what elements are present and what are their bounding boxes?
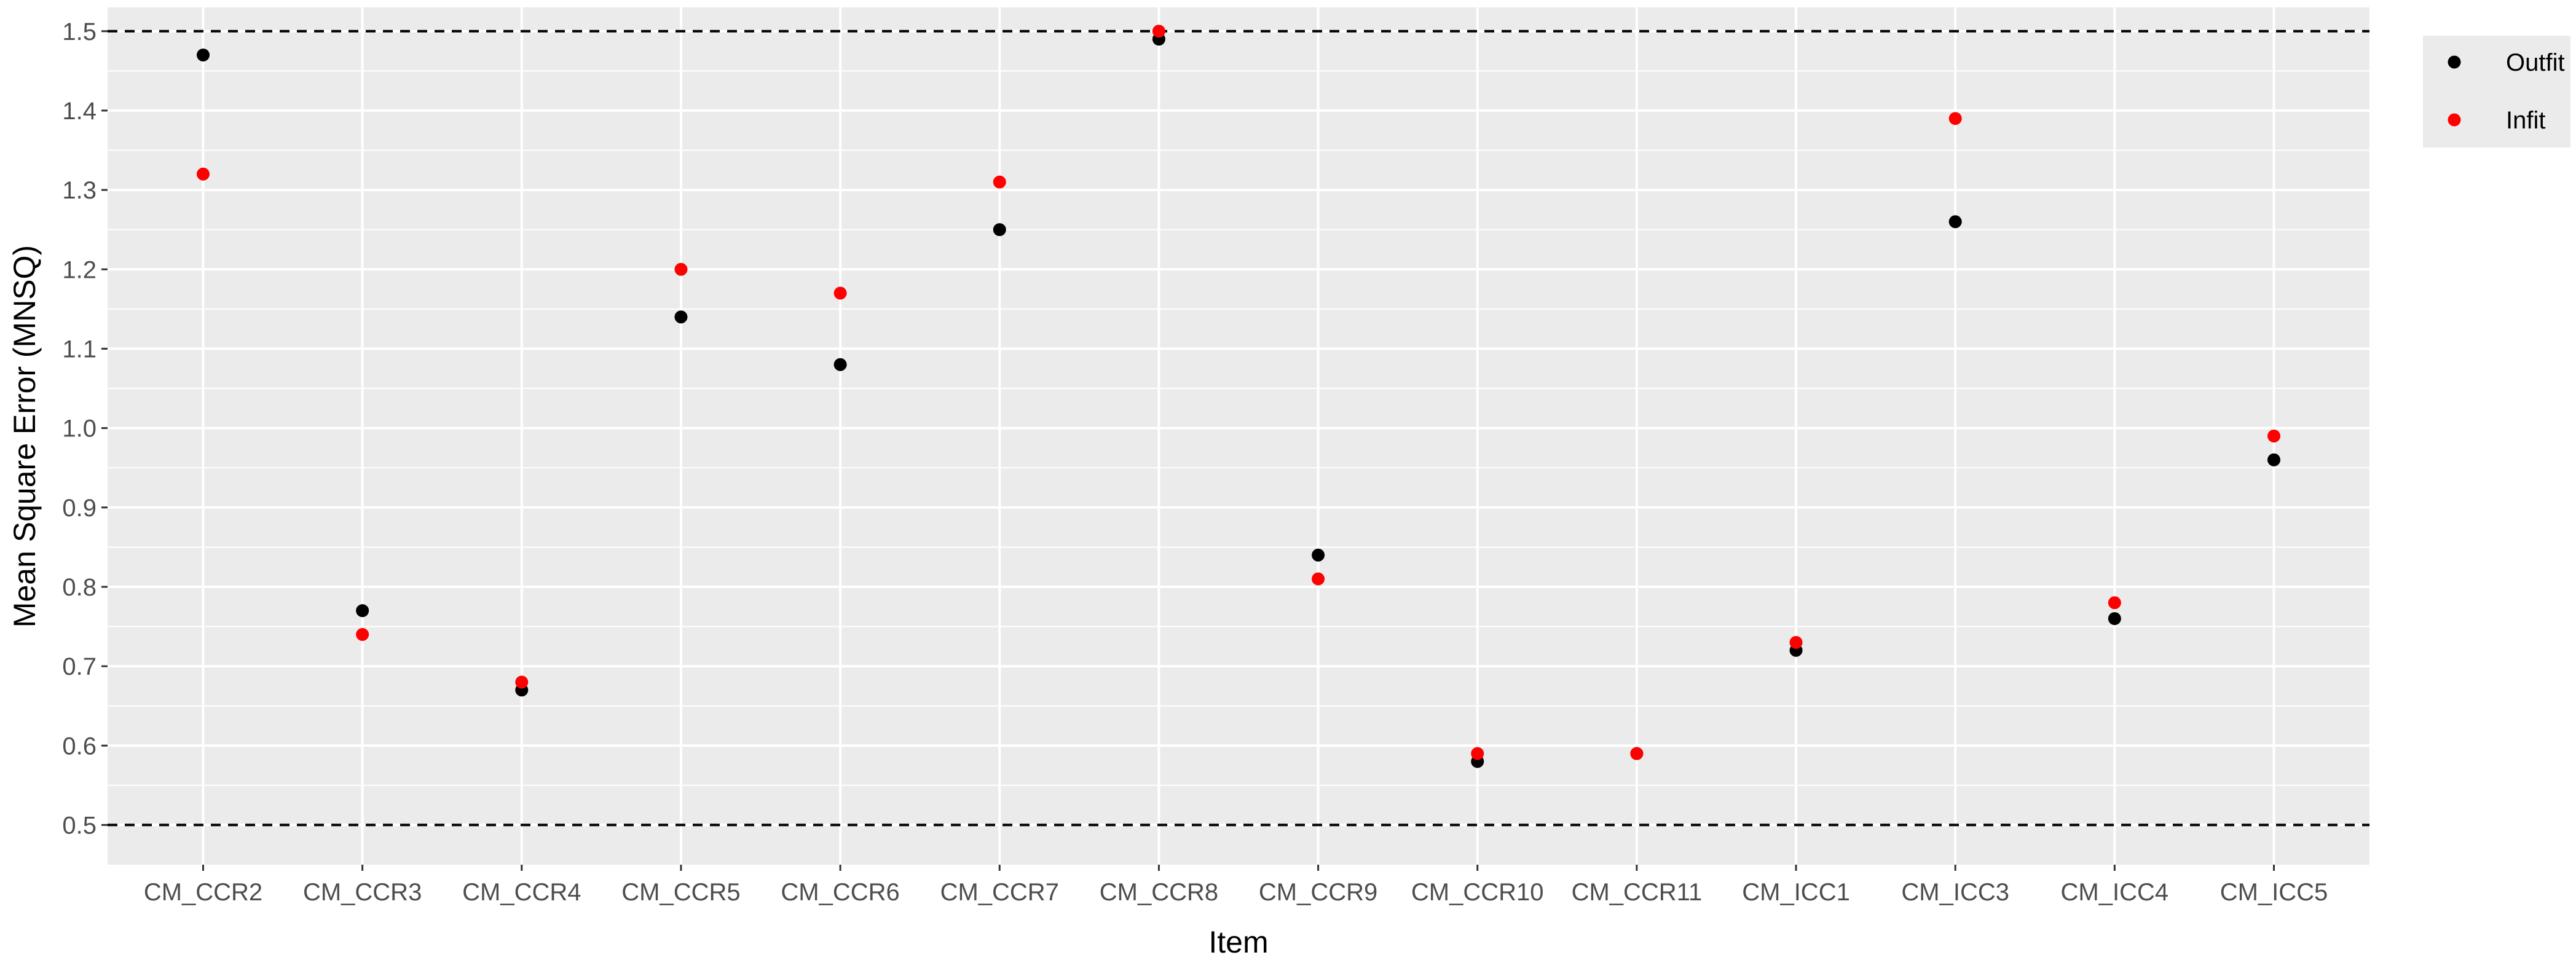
x-tick-label: CM_CCR4 — [462, 879, 581, 906]
x-tick-label: CM_ICC4 — [2061, 879, 2169, 906]
infit-point — [196, 167, 210, 181]
outfit-point — [2267, 453, 2281, 466]
x-tick-label: CM_ICC5 — [2220, 879, 2328, 906]
minor-gridlines — [108, 70, 2369, 786]
x-tick-label: CM_CCR9 — [1259, 879, 1377, 906]
y-tick-label: 1.3 — [62, 177, 97, 204]
infit-point — [1630, 747, 1644, 760]
major-gridlines — [108, 7, 2369, 865]
x-tick-label: CM_ICC3 — [1901, 879, 2009, 906]
infit-point — [674, 262, 688, 276]
infit-point — [1152, 25, 1165, 38]
outfit-point — [196, 49, 210, 61]
y-tick-label: 1.1 — [62, 336, 97, 363]
infit-point — [515, 675, 529, 689]
y-tick-label: 1.5 — [62, 18, 97, 45]
infit-point — [993, 175, 1006, 189]
infit-point — [1471, 747, 1484, 760]
x-tick-label: CM_ICC1 — [1742, 879, 1850, 906]
y-tick-label: 0.7 — [62, 653, 97, 680]
x-tick-label: CM_CCR8 — [1100, 879, 1218, 906]
y-tick-label: 0.6 — [62, 733, 97, 760]
x-axis-title: Item — [1208, 925, 1268, 959]
outfit-point — [2108, 612, 2121, 626]
legend-key-infit — [2448, 113, 2461, 127]
infit-point — [2267, 430, 2281, 442]
y-axis: 0.5 0.6 0.7 0.8 0.9 1.0 1.1 1.2 1.3 1.4 1.5 — [62, 18, 108, 839]
outfit-point — [1312, 548, 1325, 562]
data-points — [196, 25, 2281, 768]
y-tick-label: 0.9 — [62, 495, 97, 522]
infit-point — [833, 286, 847, 300]
y-tick-label: 1.2 — [62, 256, 97, 283]
legend-box — [2423, 36, 2570, 147]
x-tick-label: CM_CCR6 — [781, 879, 899, 906]
y-tick-label: 0.5 — [62, 812, 97, 839]
x-tick-label: CM_CCR10 — [1411, 879, 1544, 906]
x-tick-label: CM_CCR7 — [940, 879, 1059, 906]
legend-label-infit: Infit — [2506, 107, 2545, 134]
y-axis-title: Mean Square Error (MNSQ) — [7, 245, 42, 627]
outfit-point — [356, 604, 369, 618]
infit-point — [1789, 635, 1803, 649]
legend-label-outfit: Outfit — [2506, 49, 2565, 76]
x-tick-label: CM_CCR3 — [303, 879, 422, 906]
y-tick-label: 1.0 — [62, 415, 97, 442]
infit-point — [1312, 572, 1325, 586]
outfit-point — [833, 358, 847, 371]
x-tick-label: CM_CCR2 — [144, 879, 262, 906]
y-tick-label: 1.4 — [62, 98, 97, 125]
legend: Outfit Infit — [2423, 36, 2570, 147]
infit-point — [1948, 112, 1962, 125]
outfit-point — [993, 223, 1006, 237]
outfit-point — [674, 310, 688, 324]
plot-panel — [108, 7, 2369, 865]
x-tick-label: CM_CCR5 — [621, 879, 740, 906]
y-tick-label: 0.8 — [62, 574, 97, 601]
x-axis: CM_CCR2 CM_CCR3 CM_CCR4 CM_CCR5 CM_CCR6 CM_CC… — [144, 865, 2328, 906]
infit-point — [356, 627, 369, 641]
legend-key-outfit — [2448, 55, 2461, 69]
x-tick-label: CM_CCR11 — [1572, 879, 1703, 906]
infit-point — [2108, 596, 2121, 610]
reference-lines — [108, 29, 2369, 827]
outfit-point — [1948, 215, 1962, 229]
